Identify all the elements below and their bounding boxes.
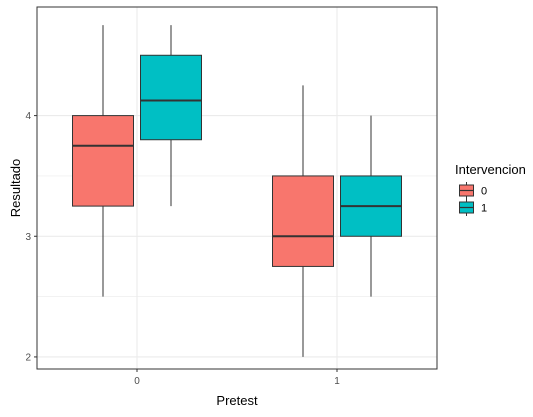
box-iqr xyxy=(140,54,202,141)
y-axis: 2 3 4 xyxy=(25,111,37,363)
box-0-cat-0 xyxy=(72,25,134,297)
legend-label-0: 0 xyxy=(481,186,487,198)
box-1-cat-0 xyxy=(140,25,202,207)
plot-panel-border xyxy=(36,6,438,370)
legend-entry-1: 1 xyxy=(459,199,487,216)
x-axis-title: Pretest xyxy=(216,393,258,408)
legend-entry-0: 0 xyxy=(459,182,487,199)
boxes-layer xyxy=(72,25,402,357)
legend: Intervencion 0 1 xyxy=(455,162,526,216)
box-0-cat-1 xyxy=(272,85,334,357)
box-iqr xyxy=(272,175,334,267)
y-tick-label-0: 2 xyxy=(25,352,31,363)
x-tick-label-1: 1 xyxy=(334,376,340,387)
y-tick-label-2: 4 xyxy=(25,111,31,122)
legend-label-1: 1 xyxy=(481,203,487,215)
legend-title: Intervencion xyxy=(455,162,526,177)
y-tick-label-1: 3 xyxy=(25,232,31,243)
x-tick-label-0: 0 xyxy=(134,376,140,387)
y-axis-title: Resultado xyxy=(8,159,23,218)
box-iqr xyxy=(72,115,134,207)
box-1-cat-1 xyxy=(340,115,402,297)
